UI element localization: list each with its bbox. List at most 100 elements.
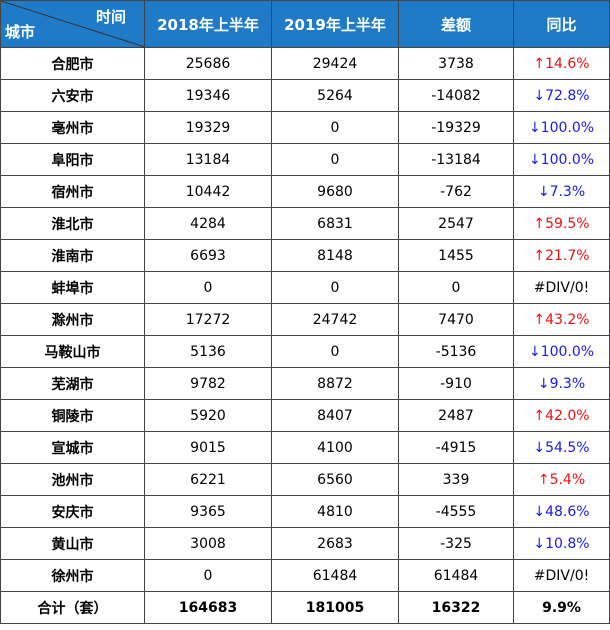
yoy-cell: ↓100.0%	[513, 111, 610, 144]
yoy-cell: ↓9.3%	[513, 367, 610, 400]
table-footer: 合计（套） 164683 181005 16322 9.9%	[0, 591, 610, 624]
total-diff: 16322	[398, 591, 514, 624]
yoy-cell: ↓54.5%	[513, 431, 610, 464]
value-2019-cell: 0	[271, 143, 399, 176]
value-2019-cell: 6560	[271, 463, 399, 496]
yoy-cell: ↓7.3%	[513, 175, 610, 208]
city-cell: 蚌埠市	[0, 271, 145, 304]
header-yoy: 同比	[513, 0, 610, 48]
yoy-cell: ↓72.8%	[513, 79, 610, 112]
diff-cell: 2547	[398, 207, 514, 240]
table-row: 铜陵市 5920 8407 2487 ↑42.0%	[0, 399, 610, 432]
value-2018-cell: 0	[144, 271, 272, 304]
yoy-cell: ↓100.0%	[513, 335, 610, 368]
diff-cell: -13184	[398, 143, 514, 176]
yoy-cell: ↓100.0%	[513, 143, 610, 176]
value-2019-cell: 4810	[271, 495, 399, 528]
table-row: 淮北市 4284 6831 2547 ↑59.5%	[0, 207, 610, 240]
table-row: 芜湖市 9782 8872 -910 ↓9.3%	[0, 367, 610, 400]
yoy-cell: ↑59.5%	[513, 207, 610, 240]
diff-cell: -4555	[398, 495, 514, 528]
value-2018-cell: 4284	[144, 207, 272, 240]
value-2018-cell: 19346	[144, 79, 272, 112]
value-2019-cell: 4100	[271, 431, 399, 464]
header-2019: 2019年上半年	[271, 0, 399, 48]
diff-cell: 7470	[398, 303, 514, 336]
value-2019-cell: 29424	[271, 47, 399, 80]
value-2018-cell: 13184	[144, 143, 272, 176]
header-2018: 2018年上半年	[144, 0, 272, 48]
diff-cell: -762	[398, 175, 514, 208]
table-row: 六安市 19346 5264 -14082 ↓72.8%	[0, 79, 610, 112]
value-2018-cell: 17272	[144, 303, 272, 336]
yoy-cell: #DIV/0!	[513, 271, 610, 304]
table-row: 安庆市 9365 4810 -4555 ↓48.6%	[0, 495, 610, 528]
value-2018-cell: 9365	[144, 495, 272, 528]
diff-cell: 61484	[398, 559, 514, 592]
value-2019-cell: 5264	[271, 79, 399, 112]
city-cell: 芜湖市	[0, 367, 145, 400]
value-2019-cell: 8407	[271, 399, 399, 432]
diff-cell: -5136	[398, 335, 514, 368]
total-label: 合计（套）	[0, 591, 145, 624]
city-cell: 宣城市	[0, 431, 145, 464]
table-row: 宣城市 9015 4100 -4915 ↓54.5%	[0, 431, 610, 464]
value-2019-cell: 2683	[271, 527, 399, 560]
city-cell: 马鞍山市	[0, 335, 145, 368]
diff-cell: -325	[398, 527, 514, 560]
header-diff: 差额	[398, 0, 514, 48]
diff-cell: -910	[398, 367, 514, 400]
table-row: 徐州市 0 61484 61484 #DIV/0!	[0, 559, 610, 592]
city-cell: 池州市	[0, 463, 145, 496]
total-row: 合计（套） 164683 181005 16322 9.9%	[0, 591, 610, 624]
value-2019-cell: 6831	[271, 207, 399, 240]
city-cell: 合肥市	[0, 47, 145, 80]
table-row: 黄山市 3008 2683 -325 ↓10.8%	[0, 527, 610, 560]
value-2019-cell: 0	[271, 271, 399, 304]
diff-cell: -19329	[398, 111, 514, 144]
diagonal-divider	[1, 1, 145, 47]
value-2018-cell: 25686	[144, 47, 272, 80]
city-cell: 铜陵市	[0, 399, 145, 432]
diff-cell: -14082	[398, 79, 514, 112]
city-cell: 安庆市	[0, 495, 145, 528]
value-2019-cell: 24742	[271, 303, 399, 336]
table-row: 阜阳市 13184 0 -13184 ↓100.0%	[0, 143, 610, 176]
total-2019: 181005	[271, 591, 399, 624]
city-cell: 滁州市	[0, 303, 145, 336]
corner-label-time: 时间	[95, 8, 126, 26]
value-2018-cell: 5920	[144, 399, 272, 432]
table-row: 亳州市 19329 0 -19329 ↓100.0%	[0, 111, 610, 144]
yoy-cell: ↑14.6%	[513, 47, 610, 80]
value-2019-cell: 9680	[271, 175, 399, 208]
corner-header-cell: 时间 城市	[0, 0, 145, 48]
total-yoy: 9.9%	[513, 591, 610, 624]
city-cell: 亳州市	[0, 111, 145, 144]
value-2018-cell: 6221	[144, 463, 272, 496]
city-cell: 六安市	[0, 79, 145, 112]
diff-cell: 1455	[398, 239, 514, 272]
value-2018-cell: 3008	[144, 527, 272, 560]
value-2019-cell: 0	[271, 111, 399, 144]
value-2019-cell: 8148	[271, 239, 399, 272]
value-2018-cell: 19329	[144, 111, 272, 144]
yoy-cell: #DIV/0!	[513, 559, 610, 592]
diff-cell: 3738	[398, 47, 514, 80]
corner-label-city: 城市	[5, 23, 36, 41]
yoy-cell: ↑21.7%	[513, 239, 610, 272]
table-row: 池州市 6221 6560 339 ↑5.4%	[0, 463, 610, 496]
value-2018-cell: 9015	[144, 431, 272, 464]
yoy-cell: ↑42.0%	[513, 399, 610, 432]
value-2018-cell: 5136	[144, 335, 272, 368]
value-2018-cell: 10442	[144, 175, 272, 208]
yoy-cell: ↑5.4%	[513, 463, 610, 496]
value-2018-cell: 0	[144, 559, 272, 592]
table-row: 宿州市 10442 9680 -762 ↓7.3%	[0, 175, 610, 208]
table-header: 时间 城市 2018年上半年 2019年上半年 差额 同比	[0, 0, 610, 48]
table-body: 合肥市 25686 29424 3738 ↑14.6% 六安市 19346 5264 -1408…	[0, 47, 610, 592]
diff-cell: -4915	[398, 431, 514, 464]
city-cell: 阜阳市	[0, 143, 145, 176]
city-cell: 淮南市	[0, 239, 145, 272]
diff-cell: 2487	[398, 399, 514, 432]
table-row: 淮南市 6693 8148 1455 ↑21.7%	[0, 239, 610, 272]
